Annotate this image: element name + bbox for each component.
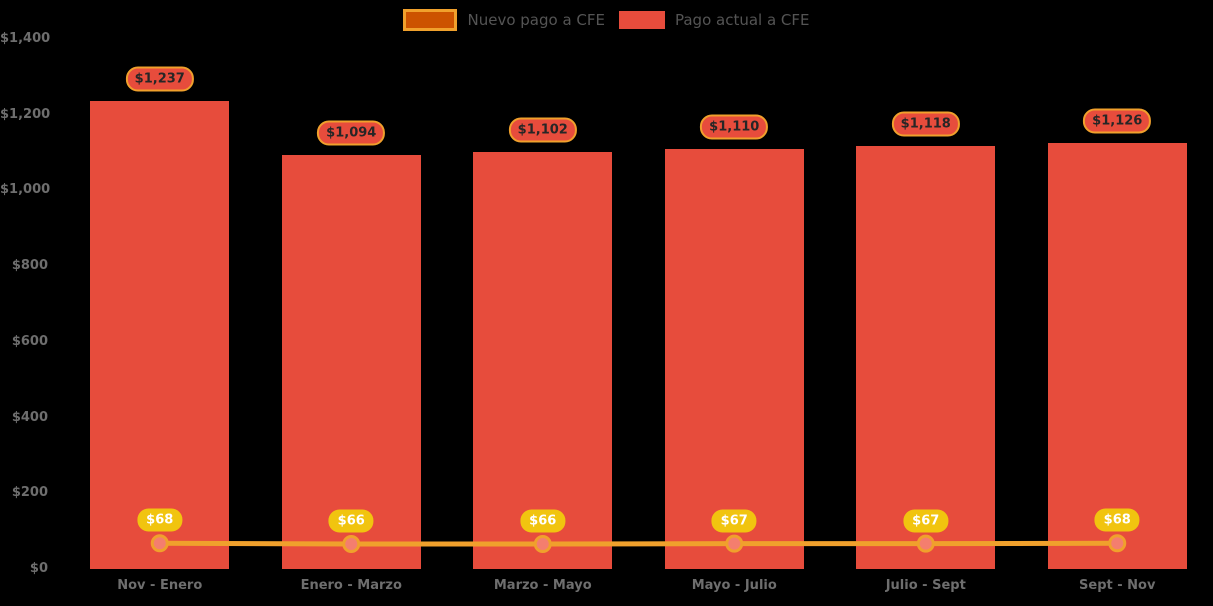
y-axis-tick-label: $1,200	[0, 106, 51, 122]
legend-swatch-pago-actual-icon	[618, 11, 665, 29]
legend-item-pago-actual[interactable]: Pago actual a CFE	[618, 11, 810, 29]
bar-pago-actual	[90, 100, 230, 569]
bar-value-label: $1,118	[891, 111, 960, 137]
x-axis-category-label: Nov - Enero	[117, 578, 203, 593]
line-value-label: $67	[903, 509, 949, 533]
x-axis-category-label: Enero - Marzo	[300, 578, 402, 593]
bar-pago-actual	[664, 148, 804, 569]
line-value-label: $67	[711, 509, 757, 533]
legend: Nuevo pago a CFE Pago actual a CFE	[0, 6, 1213, 34]
y-axis-tick-label: $600	[11, 333, 48, 349]
bar-pago-actual	[473, 151, 613, 569]
y-axis-tick-label: $1,000	[0, 182, 51, 198]
bar-pago-actual	[1047, 142, 1187, 569]
bar-value-label: $1,237	[125, 66, 194, 92]
line-value-label: $66	[520, 509, 566, 533]
x-axis-category-label: Mayo - Julio	[691, 578, 777, 593]
y-axis-tick-label: $0	[29, 561, 48, 576]
y-axis-tick-label: $400	[11, 409, 48, 425]
bar-value-label: $1,126	[1083, 108, 1152, 134]
legend-label-pago-actual: Pago actual a CFE	[674, 11, 810, 29]
bar-value-label: $1,094	[317, 120, 386, 146]
bar-value-label: $1,102	[508, 117, 577, 143]
bar-pago-actual	[281, 154, 421, 569]
bar-value-label: $1,110	[700, 114, 769, 140]
x-axis-category-label: Julio - Sept	[885, 578, 966, 593]
legend-item-nuevo-pago[interactable]: Nuevo pago a CFE	[403, 9, 605, 31]
x-axis-category-label: Sept - Nov	[1079, 578, 1156, 593]
y-axis-tick-label: $1,400	[0, 31, 51, 46]
legend-swatch-nuevo-pago-icon	[403, 9, 458, 31]
y-axis-tick-label: $800	[11, 258, 48, 274]
line-value-label: $66	[328, 509, 374, 533]
legend-label-nuevo-pago: Nuevo pago a CFE	[467, 11, 605, 29]
x-axis-category-label: Marzo - Mayo	[493, 578, 592, 593]
y-axis-tick-label: $200	[11, 485, 48, 501]
bar-pago-actual	[856, 145, 996, 569]
line-value-label: $68	[137, 508, 183, 532]
line-value-label: $68	[1094, 508, 1140, 532]
